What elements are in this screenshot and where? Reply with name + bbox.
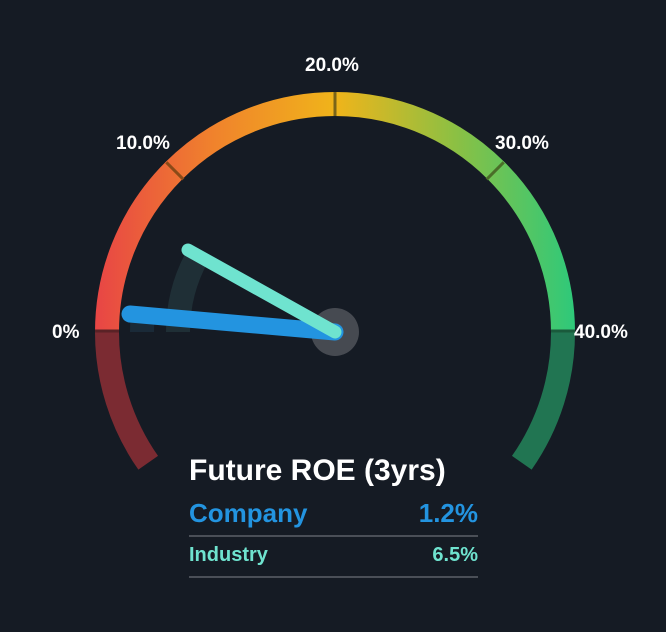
tick-marks [95, 92, 575, 333]
company-needle [121, 305, 344, 341]
legend-row-company: Company 1.2% [189, 486, 478, 537]
company-label: Company [189, 498, 308, 528]
industry-label: Industry [189, 544, 268, 566]
legend: Future ROE (3yrs) Company 1.2% Industry … [189, 452, 478, 578]
low-tail-arc [94, 331, 159, 470]
industry-value: 6.5% [432, 544, 478, 566]
tick-label-30: 30.0% [495, 133, 549, 154]
tick-label-40: 40.0% [574, 322, 628, 343]
chart-title: Future ROE (3yrs) [189, 454, 446, 487]
industry-needle [181, 243, 342, 339]
tick-label-0: 0% [52, 322, 80, 343]
legend-row-industry: Industry 6.5% [189, 537, 478, 578]
tick-label-20: 20.0% [305, 55, 359, 76]
company-value: 1.2% [418, 498, 478, 528]
tick-label-10: 10.0% [116, 133, 170, 154]
high-tail-arc [511, 331, 576, 470]
